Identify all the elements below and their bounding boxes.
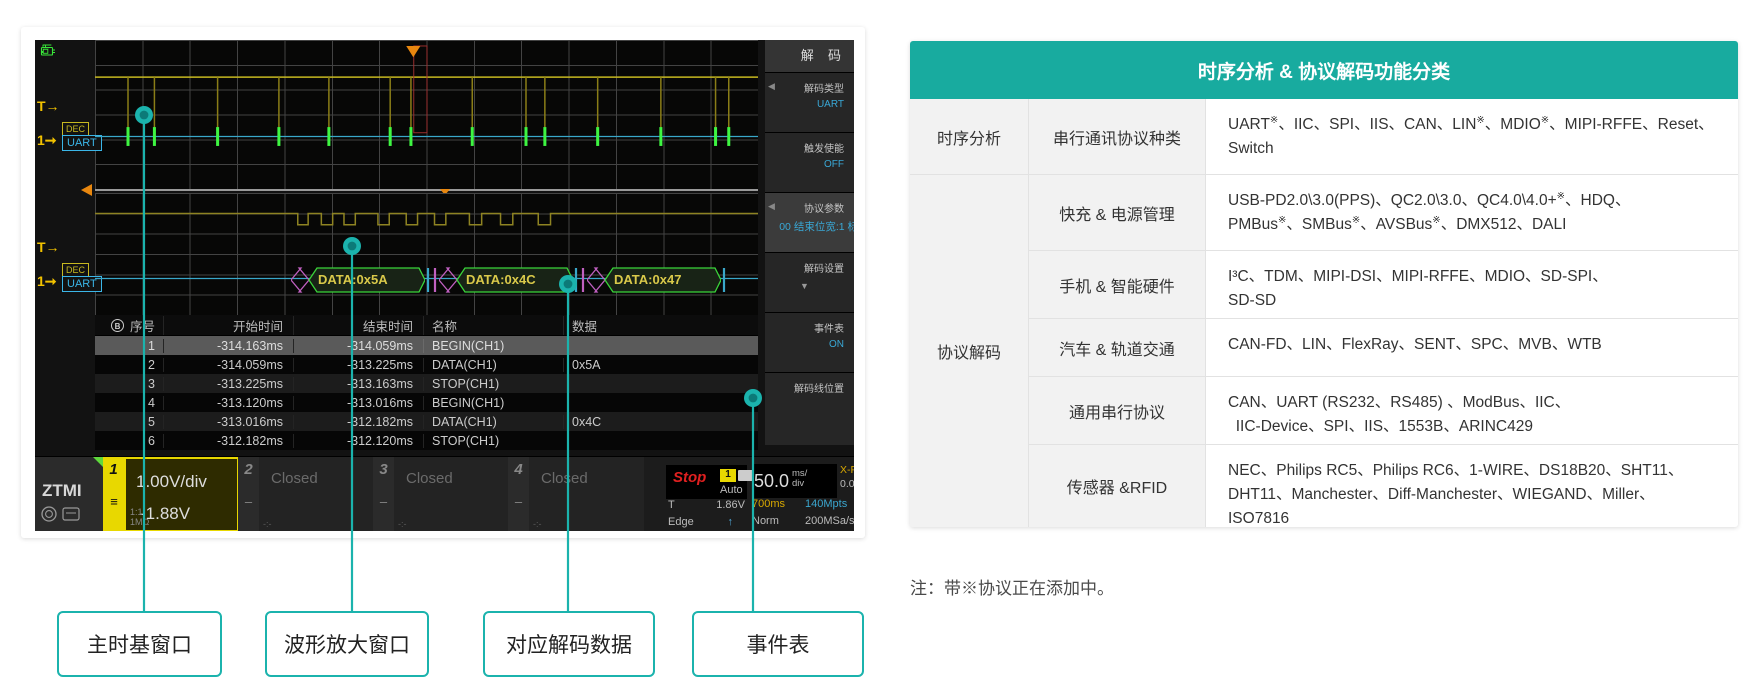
svg-text:B: B <box>115 322 121 331</box>
